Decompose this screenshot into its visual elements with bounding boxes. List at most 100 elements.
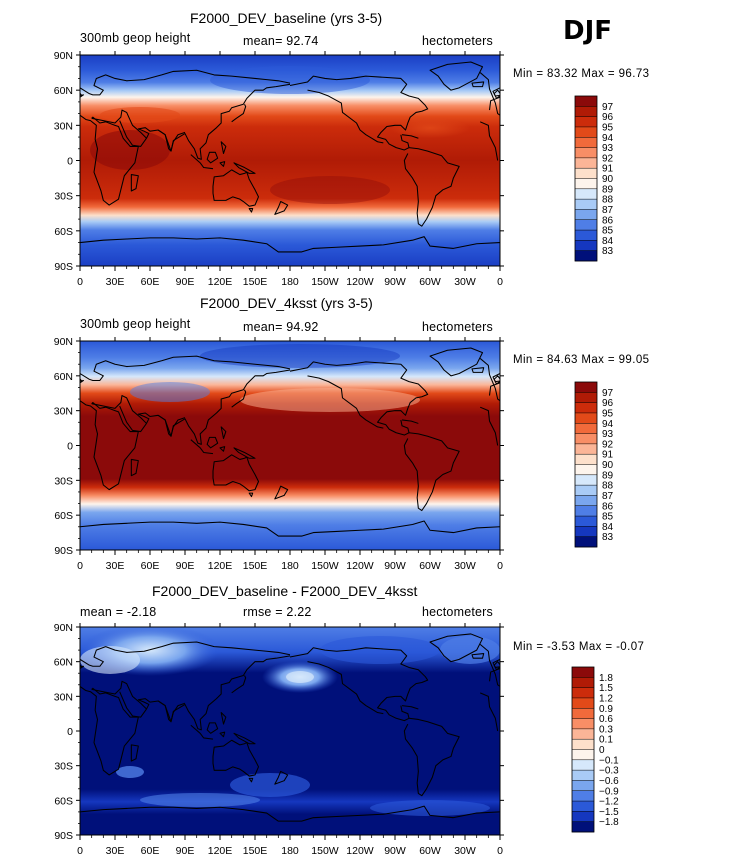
lon-label: 0 — [77, 276, 83, 288]
lon-label: 0 — [497, 845, 503, 857]
colorbar-box — [575, 464, 597, 476]
colorbar-box — [575, 199, 597, 210]
lat-label: 30S — [54, 761, 73, 773]
colorbar-label: −1.2 — [599, 797, 619, 808]
colorbar-label: −0.9 — [599, 786, 619, 797]
lon-label: 30W — [454, 845, 476, 857]
colorbar-label: 93 — [602, 429, 614, 440]
colorbar-box — [572, 739, 594, 750]
colorbar-label: 95 — [602, 408, 614, 419]
panel2-variable-label: 300mb geop height — [80, 317, 191, 331]
lat-label: 0 — [67, 726, 73, 738]
colorbar-label: 0.6 — [599, 714, 613, 725]
colorbar-label: 94 — [602, 133, 614, 144]
panel1-title: F2000_DEV_baseline (yrs 3-5) — [190, 10, 383, 26]
colorbar-box — [575, 157, 597, 169]
colorbar-box — [575, 392, 597, 403]
colorbar-label: −0.1 — [599, 755, 619, 766]
colorbar-box — [575, 147, 597, 159]
lon-label: 120E — [208, 276, 233, 288]
lat-label: 90N — [54, 336, 73, 348]
panel1-variable-label: 300mb geop height — [80, 31, 191, 45]
lon-label: 180 — [281, 560, 299, 572]
colorbar-label: 92 — [602, 153, 614, 164]
colorbar-box — [575, 443, 597, 455]
colorbar-box — [575, 188, 597, 200]
lat-label: 30S — [54, 475, 73, 487]
lon-label: 90W — [384, 276, 406, 288]
colorbar-box — [572, 667, 594, 678]
colorbar-box — [575, 382, 597, 393]
colorbar-label: 0.1 — [599, 735, 613, 746]
colorbar-box — [575, 230, 597, 241]
colorbar-label: 90 — [602, 460, 614, 471]
colorbar-box — [575, 240, 597, 251]
lon-label: 60W — [419, 845, 441, 857]
colorbar-box — [575, 126, 597, 138]
colorbar-label: 89 — [602, 470, 614, 481]
colorbar-box — [575, 250, 597, 262]
colorbar-box — [572, 790, 594, 802]
colorbar-box — [572, 718, 594, 730]
colorbar-box — [575, 526, 597, 537]
colorbar-box — [572, 759, 594, 771]
colorbar-box — [572, 770, 594, 781]
lon-label: 120E — [208, 560, 233, 572]
panel1-map — [79, 54, 501, 267]
colorbar-box — [572, 677, 594, 688]
colorbar-label: −0.3 — [599, 766, 619, 777]
panel3-rmse-label: rmse = 2.22 — [243, 605, 312, 619]
lon-label: 90E — [176, 845, 195, 857]
lat-label: 90N — [54, 622, 73, 634]
panel1-axes: 90N 60N 30N 0 30S 60S 90S 0 30E 60E 90E 120E 150E 180… — [54, 50, 504, 288]
panel3-axes: 90N 60N 30N 0 30S 60S 90S 0 30E 60E 90E 120E 150E 180… — [54, 622, 504, 857]
lon-label: 180 — [281, 276, 299, 288]
panel3-minmax: Min = -3.53 Max = -0.07 — [513, 641, 645, 653]
panel3-units-label: hectometers — [422, 605, 493, 619]
colorbar-label: 95 — [602, 122, 614, 133]
colorbar-box — [575, 106, 597, 117]
lon-label: 60W — [419, 276, 441, 288]
colorbar-label: 0.3 — [599, 724, 613, 735]
colorbar-box — [575, 423, 597, 434]
colorbar-label: −0.6 — [599, 776, 619, 787]
colorbar-box — [572, 687, 594, 699]
colorbar-label: 97 — [602, 102, 614, 113]
colorbar-box — [575, 116, 597, 128]
colorbar-box — [575, 137, 597, 148]
lat-label: 90N — [54, 50, 73, 62]
lon-label: 0 — [77, 560, 83, 572]
lat-label: 0 — [67, 441, 73, 453]
lon-label: 60E — [141, 276, 160, 288]
lon-label: 30W — [454, 560, 476, 572]
lon-label: 90W — [384, 845, 406, 857]
colorbar-label: 97 — [602, 388, 614, 399]
lon-label: 90W — [384, 560, 406, 572]
lat-label: 90S — [54, 830, 73, 842]
colorbar-label: 85 — [602, 226, 614, 237]
colorbar-label: 90 — [602, 174, 614, 185]
colorbar-box — [572, 749, 594, 761]
colorbar-label: 94 — [602, 419, 614, 430]
colorbar-label: 0 — [599, 745, 605, 756]
colorbar-box — [575, 485, 597, 496]
colorbar-label: 89 — [602, 184, 614, 195]
lat-label: 0 — [67, 156, 73, 168]
lon-label: 0 — [77, 845, 83, 857]
colorbar-box — [575, 433, 597, 445]
colorbar-box — [575, 412, 597, 424]
colorbar-box — [575, 168, 597, 179]
lat-label: 60N — [54, 371, 73, 383]
lon-label: 60E — [141, 845, 160, 857]
lon-label: 150E — [243, 560, 268, 572]
lat-label: 60S — [54, 795, 73, 807]
lat-label: 90S — [54, 261, 73, 273]
lon-label: 120W — [346, 560, 374, 572]
colorbar-label: 83 — [602, 532, 614, 543]
colorbar-label: 87 — [602, 491, 614, 502]
colorbar-box — [572, 801, 594, 812]
lon-label: 120W — [346, 276, 374, 288]
lat-label: 90S — [54, 545, 73, 557]
